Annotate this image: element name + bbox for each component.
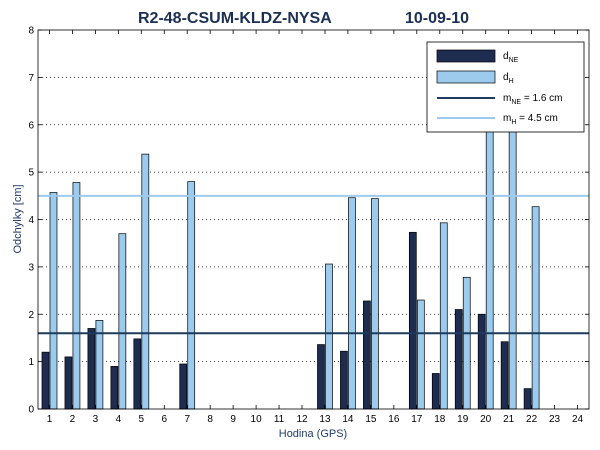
x-tick-label: 13: [319, 414, 331, 425]
y-tick-label: 8: [28, 26, 34, 37]
bar-h-4: [118, 233, 127, 410]
x-tick-label: 18: [434, 414, 446, 425]
x-tick-label: 4: [116, 414, 122, 425]
chart-date: 10-09-10: [405, 10, 469, 27]
bar-h-1: [49, 192, 58, 410]
y-tick-label: 3: [28, 262, 34, 273]
bar-ne-17: [408, 231, 417, 410]
x-tick-label: 17: [411, 414, 423, 425]
x-tick-label: 1: [47, 414, 53, 425]
bar-h-17: [416, 299, 425, 410]
y-tick-label: 5: [28, 168, 34, 179]
bar-ne-3: [87, 328, 96, 410]
x-tick-label: 9: [230, 414, 236, 425]
x-tick-label: 7: [184, 414, 190, 425]
y-tick-label: 1: [28, 357, 34, 368]
bar-ne-1: [41, 351, 50, 410]
bar-h-13: [325, 263, 333, 410]
y-tick-label: 2: [28, 310, 34, 321]
x-tick-label: 6: [161, 414, 167, 425]
bar-h-5: [141, 153, 150, 410]
bar-h-7: [187, 181, 196, 410]
legend-label: dNE: [503, 51, 519, 64]
legend-swatch-ne: [436, 49, 496, 63]
legend-label: dH: [503, 72, 514, 85]
x-tick-label: 21: [503, 414, 515, 425]
bar-ne-14: [340, 350, 348, 410]
bar-ne-20: [477, 313, 486, 410]
reference-lines-layer: [38, 194, 589, 335]
bar-h-22: [531, 206, 540, 410]
bar-h-14: [348, 197, 356, 410]
y-axis-label: Odchylky [cm]: [12, 184, 24, 253]
x-tick-label: 16: [388, 414, 400, 425]
x-tick-label: 12: [296, 414, 308, 425]
bar-h-19: [462, 276, 471, 410]
y-tick-label: 6: [28, 120, 34, 131]
x-tick-label: 5: [139, 414, 145, 425]
bar-h-21: [508, 110, 517, 410]
x-tick-label: 14: [342, 414, 354, 425]
y-tick-label: 0: [28, 405, 34, 416]
bar-ne-2: [64, 356, 73, 410]
legend: dNE dH mNE = 1.6 cm mH = 4.5 cm: [426, 41, 585, 133]
bar-ne-7: [179, 363, 188, 410]
bar-h-15: [371, 198, 379, 410]
bar-ne-4: [110, 366, 119, 410]
legend-label: mH = 4.5 cm: [503, 113, 558, 126]
bar-ne-15: [363, 300, 371, 410]
x-tick-label: 10: [251, 414, 263, 425]
x-tick-label: 24: [572, 414, 584, 425]
x-tick-label: 2: [70, 414, 76, 425]
chart-title: R2-48-CSUM-KLDZ-NYSA: [138, 10, 332, 27]
bar-h-18: [439, 222, 448, 410]
x-tick-label: 19: [457, 414, 469, 425]
x-tick-label: 20: [480, 414, 492, 425]
bar-ne-19: [454, 309, 463, 410]
bar-h-20: [485, 110, 494, 410]
bar-ne-18: [431, 373, 440, 410]
x-tick-label: 8: [207, 414, 213, 425]
y-tick-label: 4: [28, 215, 34, 226]
legend-label: mNE = 1.6 cm: [503, 93, 562, 106]
x-tick-label: 22: [526, 414, 538, 425]
x-tick-label: 3: [93, 414, 99, 425]
bar-h-2: [72, 182, 81, 410]
y-tick-label: 7: [28, 73, 34, 84]
legend-swatch-h: [436, 70, 496, 84]
x-tick-label: 23: [549, 414, 561, 425]
bar-ne-13: [317, 344, 325, 410]
x-axis-label: Hodina (GPS): [279, 428, 347, 440]
bar-ne-21: [500, 341, 509, 410]
x-tick-label: 11: [274, 414, 285, 425]
x-tick-label: 15: [365, 414, 377, 425]
bar-ne-22: [523, 388, 532, 410]
bar-ne-5: [133, 338, 142, 410]
